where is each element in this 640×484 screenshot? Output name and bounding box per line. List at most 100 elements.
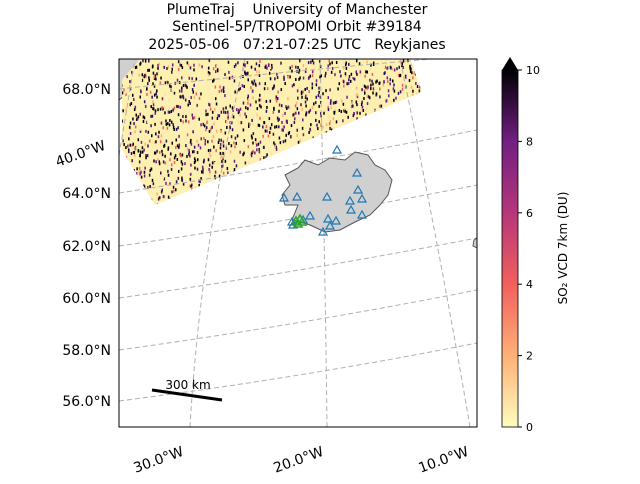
swath-pixel: [340, 135, 343, 139]
swath-pixel: [257, 123, 260, 127]
swath-pixel: [362, 143, 365, 147]
swath-pixel: [172, 125, 175, 129]
swath-pixel: [422, 122, 424, 125]
swath-pixel: [242, 101, 245, 105]
swath-pixel: [278, 109, 280, 113]
swath-pixel: [146, 92, 148, 96]
swath-pixel: [219, 146, 222, 150]
swath-pixel: [202, 170, 204, 174]
swath-pixel: [126, 75, 128, 79]
swath-pixel: [324, 74, 327, 78]
swath-pixel: [143, 198, 146, 202]
swath-pixel: [127, 208, 129, 211]
swath-pixel: [247, 107, 249, 111]
swath-pixel: [243, 85, 245, 89]
swath-pixel: [403, 159, 405, 163]
swath-pixel: [125, 156, 128, 160]
swath-pixel: [367, 125, 370, 129]
swath-pixel: [225, 120, 227, 124]
swath-pixel: [403, 193, 406, 197]
swath-pixel: [166, 126, 169, 130]
swath-pixel: [292, 156, 294, 160]
swath-pixel: [398, 168, 401, 172]
swath-pixel: [315, 146, 318, 150]
swath-pixel: [371, 79, 373, 83]
swath-pixel: [310, 60, 312, 64]
swath-pixel: [215, 129, 218, 133]
swath-pixel: [281, 186, 283, 190]
swath-pixel: [196, 139, 198, 143]
swath-pixel: [295, 77, 297, 81]
swath-pixel: [192, 116, 194, 120]
swath-pixel: [268, 117, 271, 121]
swath-pixel: [220, 156, 222, 160]
swath-pixel: [332, 137, 335, 141]
swath-pixel: [271, 203, 274, 205]
swath-pixel: [373, 143, 375, 147]
swath-pixel: [182, 83, 185, 87]
swath-pixel: [133, 172, 135, 176]
swath-pixel: [131, 70, 133, 74]
swath-pixel: [213, 107, 216, 111]
swath-pixel: [122, 119, 123, 123]
swath-pixel: [376, 120, 378, 124]
swath-pixel: [355, 86, 358, 90]
swath-pixel: [396, 67, 398, 71]
swath-pixel: [189, 184, 191, 188]
swath-pixel: [224, 131, 227, 135]
swath-pixel: [190, 138, 192, 142]
swath-pixel: [300, 153, 303, 157]
swath-pixel: [136, 117, 139, 121]
swath-pixel: [141, 150, 144, 154]
swath-pixel: [344, 63, 347, 67]
swath-pixel: [319, 75, 321, 79]
swath-pixel: [341, 138, 343, 142]
swath-pixel: [342, 119, 344, 123]
swath-pixel: [304, 145, 306, 149]
swath-pixel: [192, 90, 195, 94]
swath-pixel: [283, 181, 285, 185]
swath-pixel: [207, 70, 210, 74]
swath-pixel: [170, 200, 173, 204]
swath-pixel: [219, 85, 221, 89]
swath-pixel: [409, 189, 412, 193]
swath-pixel: [335, 100, 338, 104]
swath-pixel: [260, 204, 263, 205]
swath-pixel: [198, 179, 200, 183]
swath-pixel: [252, 167, 254, 171]
swath-pixel: [231, 121, 233, 125]
swath-pixel: [339, 70, 341, 74]
swath-pixel: [133, 108, 136, 112]
swath-pixel: [345, 61, 348, 65]
swath-pixel: [183, 202, 185, 205]
swath-pixel: [416, 93, 418, 97]
swath-pixel: [176, 144, 179, 148]
swath-pixel: [287, 97, 289, 101]
swath-pixel: [160, 171, 162, 175]
swath-pixel: [180, 160, 183, 164]
swath-pixel: [184, 162, 186, 166]
swath-pixel: [182, 182, 185, 186]
swath-pixel: [386, 66, 389, 70]
swath-pixel: [272, 164, 274, 168]
swath-pixel: [317, 94, 320, 98]
swath-pixel: [346, 95, 348, 99]
swath-pixel: [250, 152, 253, 156]
swath-pixel: [364, 130, 366, 134]
swath-pixel: [184, 83, 187, 87]
swath-pixel: [393, 68, 396, 72]
swath-pixel: [388, 140, 391, 144]
swath-pixel: [383, 80, 385, 84]
swath-pixel: [214, 170, 217, 174]
swath-pixel: [189, 140, 192, 144]
swath-pixel: [371, 72, 374, 76]
swath-pixel: [161, 97, 164, 101]
swath-pixel: [405, 190, 407, 194]
swath-pixel: [225, 181, 227, 185]
swath-pixel: [199, 208, 201, 211]
swath-pixel: [418, 130, 421, 134]
swath-pixel: [185, 113, 187, 117]
swath-pixel: [258, 150, 261, 154]
swath-pixel: [193, 63, 195, 67]
swath-pixel: [162, 195, 165, 199]
